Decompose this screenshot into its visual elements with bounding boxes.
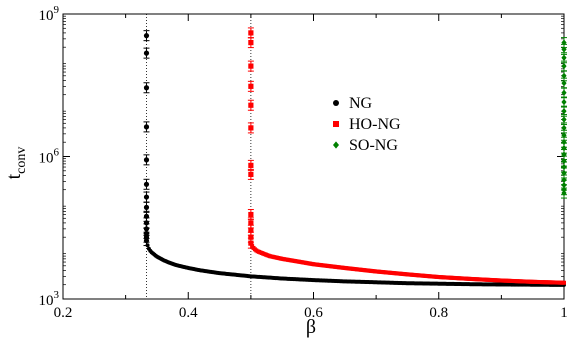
data-point bbox=[561, 89, 567, 96]
data-point bbox=[143, 124, 150, 130]
y-tick-label: 103 bbox=[39, 289, 60, 309]
data-point bbox=[143, 50, 150, 56]
x-tick-label: 1 bbox=[560, 305, 568, 321]
data-point bbox=[248, 63, 254, 69]
x-axis-label: β bbox=[306, 316, 316, 338]
y-axis-label: tconv bbox=[3, 147, 29, 180]
data-point bbox=[248, 234, 254, 240]
data-point bbox=[143, 204, 150, 210]
data-point bbox=[561, 62, 567, 70]
data-point bbox=[561, 54, 567, 61]
x-tick-label: 0.8 bbox=[429, 305, 448, 321]
data-point bbox=[561, 46, 567, 53]
legend-item-ho-ng: HO-NG bbox=[333, 116, 401, 133]
x-axis-ticks: 0.2 0.4 0.6 0.8 1 bbox=[54, 14, 568, 321]
data-point bbox=[561, 124, 567, 132]
data-point bbox=[562, 280, 566, 285]
legend-item-so-ng: SO-NG bbox=[333, 137, 398, 154]
data-point bbox=[248, 102, 254, 108]
legend-marker bbox=[333, 100, 339, 106]
data-point bbox=[561, 163, 567, 171]
legend-label: NG bbox=[349, 95, 373, 112]
data-point bbox=[145, 243, 150, 248]
x-tick-label: 0.4 bbox=[179, 305, 198, 321]
x-tick-label: 0.2 bbox=[54, 305, 73, 321]
data-point bbox=[561, 157, 567, 165]
data-point bbox=[143, 85, 150, 91]
series-ng bbox=[143, 30, 566, 287]
plot-frame bbox=[62, 13, 565, 300]
legend: NG HO-NG SO-NG bbox=[333, 95, 401, 154]
data-point bbox=[561, 107, 567, 115]
series-ho-ng bbox=[247, 27, 566, 285]
data-point bbox=[561, 79, 567, 87]
legend-label: SO-NG bbox=[349, 137, 398, 154]
data-point bbox=[248, 39, 254, 46]
data-point bbox=[248, 30, 254, 36]
legend-marker bbox=[333, 141, 339, 149]
legend-marker bbox=[333, 121, 339, 127]
data-point bbox=[248, 227, 254, 233]
y-axis-label-subscript: conv bbox=[14, 147, 29, 174]
data-point bbox=[143, 157, 150, 163]
y-axis-ticks: 103 106 109 bbox=[39, 4, 564, 309]
data-point bbox=[143, 181, 150, 187]
data-point bbox=[143, 237, 150, 244]
plot-area bbox=[62, 13, 565, 300]
data-point bbox=[143, 194, 150, 200]
data-point bbox=[561, 98, 567, 106]
y-tick-label: 106 bbox=[39, 147, 60, 167]
legend-item-ng: NG bbox=[333, 95, 373, 112]
data-point bbox=[248, 162, 254, 168]
y-axis-label-base: t bbox=[3, 173, 25, 179]
data-point bbox=[143, 33, 150, 39]
data-point bbox=[248, 125, 254, 131]
reference-lines bbox=[146, 14, 565, 299]
y-tick-label: 109 bbox=[39, 4, 60, 24]
data-point bbox=[561, 116, 567, 123]
series-so-ng bbox=[561, 37, 567, 199]
data-point bbox=[561, 189, 567, 197]
data-point bbox=[561, 72, 567, 79]
data-point bbox=[561, 139, 567, 146]
legend-label: HO-NG bbox=[349, 116, 401, 133]
data-point bbox=[248, 220, 254, 226]
data-point bbox=[248, 83, 254, 89]
data-point bbox=[248, 171, 254, 177]
data-marks bbox=[143, 27, 567, 287]
data-point bbox=[561, 151, 567, 158]
data-point bbox=[248, 211, 254, 218]
svg-text:tconv: tconv bbox=[3, 147, 29, 180]
x-tick-label: 0.6 bbox=[304, 305, 323, 321]
data-point bbox=[248, 240, 254, 246]
